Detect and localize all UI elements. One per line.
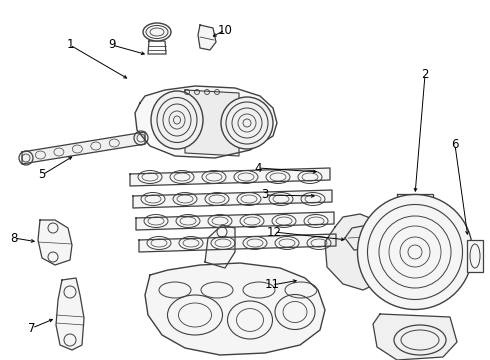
Polygon shape <box>145 263 325 355</box>
Text: 2: 2 <box>421 68 429 81</box>
Text: 11: 11 <box>265 279 279 292</box>
Ellipse shape <box>221 97 273 149</box>
Text: 10: 10 <box>218 23 232 36</box>
Text: 1: 1 <box>66 39 74 51</box>
Polygon shape <box>205 225 235 268</box>
Polygon shape <box>135 86 277 158</box>
Ellipse shape <box>151 91 203 149</box>
Text: 9: 9 <box>108 39 116 51</box>
Ellipse shape <box>358 194 472 310</box>
Polygon shape <box>139 234 336 252</box>
Text: 3: 3 <box>261 189 269 202</box>
Text: 4: 4 <box>254 162 262 175</box>
Ellipse shape <box>143 23 171 41</box>
Polygon shape <box>325 214 380 290</box>
Text: 12: 12 <box>267 225 281 238</box>
Polygon shape <box>130 168 330 186</box>
Text: 5: 5 <box>38 168 46 181</box>
Polygon shape <box>345 225 375 250</box>
Polygon shape <box>373 314 457 360</box>
Text: 7: 7 <box>28 321 36 334</box>
Bar <box>467 240 483 272</box>
Polygon shape <box>136 212 334 230</box>
Text: 8: 8 <box>10 231 18 244</box>
Text: 6: 6 <box>451 139 459 152</box>
Polygon shape <box>22 132 145 164</box>
Polygon shape <box>56 278 84 350</box>
Polygon shape <box>198 25 216 50</box>
Polygon shape <box>397 194 433 204</box>
Polygon shape <box>38 220 72 265</box>
Polygon shape <box>185 90 239 156</box>
Polygon shape <box>133 190 332 208</box>
